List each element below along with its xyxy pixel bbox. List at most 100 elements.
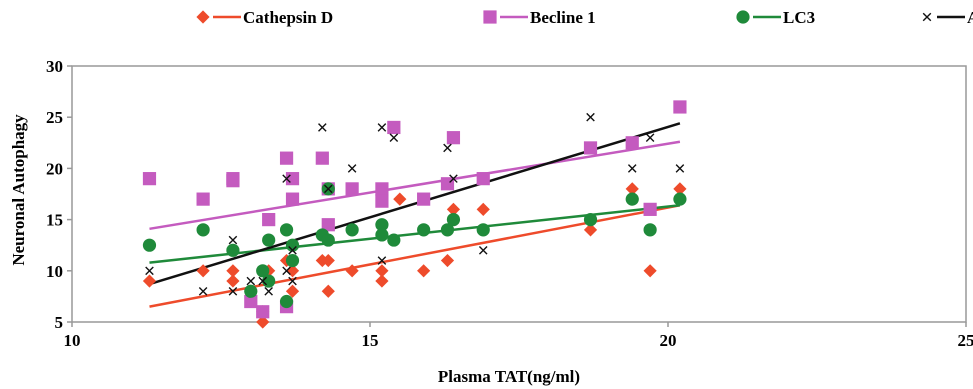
lc3-point (375, 218, 389, 232)
avs-trend-line (149, 122, 681, 286)
avs-point (627, 164, 637, 173)
legend-lc3-label: LC3 (783, 8, 815, 27)
cathepsin-d-point (226, 274, 240, 288)
lc3-point (285, 238, 300, 252)
becline-1-point (643, 202, 657, 216)
lc3-point (262, 274, 276, 288)
cathepsin-d-point (375, 264, 389, 278)
cathepsin-d-point (375, 274, 389, 288)
x-axis-ticks: 10 15 20 25 (64, 322, 973, 350)
cathepsin-d-point (625, 182, 639, 196)
legend: Cathepsin D Becline 1 LC3 AVs (196, 8, 973, 27)
legend-cathepsin-d-marker (196, 10, 210, 24)
lc3-point (583, 213, 598, 227)
avs-point (282, 266, 291, 276)
cathepsin-d-trend-line (149, 204, 681, 308)
lc3-point (643, 223, 657, 237)
becline-1-point (196, 192, 210, 206)
avs-point (586, 112, 595, 122)
cathepsin-d-point (417, 264, 431, 278)
becline-1-point (345, 182, 359, 196)
lc3-point (142, 238, 157, 252)
becline-1-point (262, 213, 276, 227)
avs-point (675, 164, 685, 173)
cathepsin-d-point (446, 202, 461, 216)
avs-point (228, 286, 238, 296)
avs-point (258, 276, 268, 286)
legend-lc3-marker (736, 10, 750, 24)
lc3-point (440, 223, 455, 237)
lc3-point (321, 233, 335, 247)
lc3-point (285, 253, 300, 268)
lc3-point (446, 213, 461, 227)
cathepsin-d-point (196, 264, 210, 278)
lc3-point (417, 223, 431, 237)
cathepsin-d-point (643, 264, 657, 278)
legend-avs-label: AVs (967, 8, 973, 27)
cathepsin-d-point (256, 315, 270, 329)
becline-1-point (417, 192, 431, 206)
avs-point (478, 246, 488, 255)
becline-1-point (583, 141, 598, 155)
lc3-point (375, 228, 389, 242)
cathepsin-d-point (345, 264, 359, 278)
avs-point (264, 286, 273, 296)
y-tick-label: 10 (46, 262, 63, 281)
legend-cathepsin-d-label: Cathepsin D (243, 8, 333, 27)
avs-point (347, 164, 357, 173)
cathepsin-d-point (226, 264, 240, 278)
becline-1-point (387, 120, 401, 135)
lc3-point (476, 223, 490, 237)
avs-point (228, 235, 238, 245)
y-tick-label: 15 (46, 211, 63, 230)
cathepsin-d-point (321, 284, 335, 298)
x-tick-label: 10 (64, 331, 81, 350)
x-tick-label: 20 (660, 331, 677, 350)
lc3-point (387, 233, 401, 247)
lc3-point (262, 233, 276, 247)
x-axis-title: Plasma TAT(ng/ml) (438, 367, 580, 386)
lc3-point (279, 294, 294, 309)
avs-point (198, 286, 208, 296)
y-tick-label: 25 (46, 108, 63, 127)
avs-point (449, 174, 458, 183)
avs-point (288, 246, 297, 255)
becline-1-point (673, 100, 687, 114)
becline-1-point (142, 172, 157, 186)
becline-1-trend-line (149, 140, 681, 231)
avs-point (288, 276, 297, 286)
legend-becline-1-marker (483, 10, 497, 24)
y-tick-label: 30 (46, 57, 63, 76)
legend-avs-marker (922, 12, 932, 22)
y-axis-ticks: 5 10 15 20 25 30 (46, 57, 72, 332)
cathepsin-d-point (285, 284, 300, 298)
cathepsin-d-point (142, 274, 157, 288)
plot-frame (71, 65, 967, 323)
becline-1-point (625, 136, 639, 150)
becline-1-point (285, 172, 300, 186)
becline-1-point (244, 294, 258, 309)
avs-point (377, 256, 387, 265)
becline-1-point (375, 182, 389, 196)
avs-point (645, 133, 655, 142)
lc3-point (196, 223, 210, 237)
lc3-point (279, 223, 294, 237)
y-tick-label: 5 (55, 313, 64, 332)
plot-area (71, 65, 967, 329)
y-axis-title: Neuronal Autophagy (9, 114, 28, 266)
avs-point (246, 276, 256, 286)
cathepsin-d-point (440, 253, 455, 268)
becline-1-point (226, 172, 240, 186)
becline-1-point (375, 194, 389, 208)
becline-1-point (315, 151, 329, 165)
x-tick-label: 15 (362, 331, 379, 350)
avs-point (323, 184, 333, 194)
data-points (142, 100, 687, 329)
avs-point (145, 266, 154, 276)
becline-1-point (321, 218, 335, 232)
lc3-point (345, 223, 359, 237)
cathepsin-d-point (583, 223, 598, 237)
becline-1-point (256, 305, 270, 319)
avs-point (389, 133, 399, 142)
